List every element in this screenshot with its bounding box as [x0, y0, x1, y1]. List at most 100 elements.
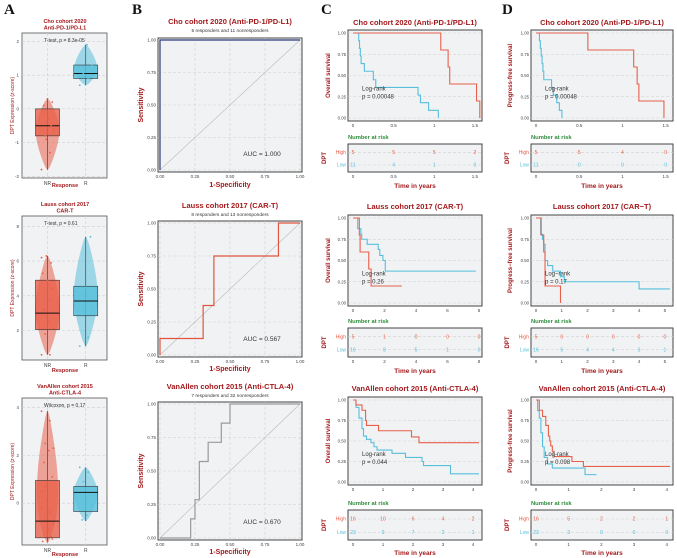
plot-title: VanAllen cohort 2015 (Anti-CTLA-4) [167, 382, 294, 391]
strata-title: DPT [505, 519, 511, 531]
risk-count-high: 4 [442, 517, 445, 523]
data-point [90, 305, 93, 308]
data-point [87, 471, 90, 473]
panel-letter-c: C [321, 2, 332, 18]
risk-x-tick-label: 3 [442, 542, 445, 547]
y-axis-label: DPT Expression (z-score) [10, 77, 16, 134]
roc-panel: Cho cohort 2020 (Anti-PD-1/PD-L1) 5 respo… [138, 17, 305, 189]
plot-area [21, 397, 108, 546]
risk-count-high: 2 [472, 517, 475, 523]
risk-count-low: 9 [382, 530, 385, 536]
plot-subtitle: 5 responders and 11 nonresponders [192, 28, 270, 34]
data-point [47, 528, 50, 531]
x-axis-label: Time in years [394, 550, 436, 557]
risk-count-low: 23 [533, 530, 539, 536]
risk-x-tick-label: 3 [612, 359, 615, 364]
risk-table-header: Number at risk [348, 319, 389, 325]
roc-panel: VanAllen cohort 2015 (Anti-CTLA-4) 7 resp… [138, 382, 305, 556]
data-point [82, 308, 85, 311]
y-tick-label: 0.00 [147, 536, 156, 541]
risk-count-high: 5 [535, 150, 538, 156]
roc-panel: Lauss cohort 2017 (CAR-T) 8 responders an… [138, 201, 305, 373]
data-point [81, 519, 84, 521]
plot-subtitle: Anti-CTLA-4 [49, 391, 82, 397]
strata-label-high: High [336, 334, 347, 340]
y-axis-label: Progress-free survival [508, 43, 514, 107]
data-point [52, 327, 55, 330]
test-annotation: Wilcoxon, p = 0.17 [44, 403, 85, 409]
x-tick-label: 2 [383, 308, 386, 313]
y-tick-label: 0.50 [338, 73, 347, 78]
x-tick-label: 1.00 [296, 542, 305, 547]
y-tick-label: 1.00 [521, 216, 530, 221]
data-point [41, 540, 44, 543]
risk-count-low: 0 [478, 347, 481, 353]
data-point [40, 168, 43, 171]
data-point [43, 308, 45, 311]
risk-count-low: 16 [533, 347, 539, 353]
plot-title: Lauss cohort 2017 [41, 202, 89, 208]
risk-count-low: 1 [433, 163, 436, 169]
data-point [52, 523, 55, 526]
risk-table-header: Number at risk [531, 135, 572, 141]
x-tick-label: 3 [442, 487, 445, 492]
data-point [82, 72, 85, 75]
risk-count-low: 1 [663, 347, 666, 353]
data-point [90, 504, 93, 507]
y-tick-label: 0.25 [147, 502, 156, 507]
logrank-label: Log-rank [545, 452, 570, 458]
panel-letter-b: B [132, 2, 142, 18]
risk-x-tick-label: 0 [352, 542, 355, 547]
x-tick-label: 4 [472, 487, 475, 492]
plot-subtitle: 7 responders and 32 nonresponders [191, 393, 269, 399]
x-tick-label: 0.00 [156, 359, 165, 364]
risk-count-low: 8 [383, 347, 386, 353]
risk-count-high: 10 [380, 517, 386, 523]
risk-table-header: Number at risk [531, 319, 572, 325]
y-tick-label: 0.50 [147, 287, 156, 292]
y-axis-label: Sensitivity [138, 271, 145, 306]
plot-title: Cho cohort 2020 (Anti-PD-1/PD-L1) [540, 18, 664, 27]
risk-x-tick-label: 1.5 [663, 174, 670, 179]
risk-table-header: Number at risk [531, 501, 572, 507]
x-tick-label: 0.25 [191, 174, 200, 179]
risk-count-low: 11 [533, 163, 538, 169]
x-axis-label: Response [52, 368, 78, 374]
x-axis-label: Time in years [394, 183, 436, 190]
x-tick-label: 4 [665, 487, 668, 492]
risk-count-high: 5 [578, 150, 581, 156]
km-panel: VanAllen cohort 2015 (Anti-CTLA-4) 0.00 0.… [505, 384, 674, 557]
risk-x-tick-label: 0 [352, 359, 355, 364]
y-tick-label: 0.75 [147, 70, 156, 75]
data-point [43, 461, 45, 464]
risk-count-high: 0 [446, 334, 449, 340]
data-point [51, 101, 54, 104]
x-tick-label: 2 [586, 308, 589, 313]
risk-count-high: 0 [415, 334, 418, 340]
x-tick-label: 1.5 [472, 123, 479, 128]
risk-x-tick-label: 0 [535, 542, 538, 547]
strata-label-high: High [519, 334, 530, 340]
km-curve-high [536, 32, 665, 118]
x-tick-label: 4 [415, 308, 418, 313]
risk-count-low: 0 [578, 163, 581, 169]
y-axis-label: Sensitivity [138, 87, 145, 122]
y-tick-label: 8 [16, 224, 19, 229]
box-nr [35, 279, 60, 330]
test-annotation: T-test, p = 0.61 [44, 221, 78, 227]
y-axis-label: Progress−free survival [508, 228, 514, 293]
risk-table-header: Number at risk [348, 501, 389, 507]
data-point [52, 447, 55, 450]
data-point [49, 151, 51, 154]
roc-curve [159, 39, 300, 170]
logrank-label: Log−rank [545, 272, 571, 278]
strata-label-high: High [519, 517, 530, 523]
data-point [44, 442, 46, 445]
y-tick-label: 0.25 [521, 459, 530, 464]
diagonal-reference [159, 39, 301, 171]
y-tick-label: 0.00 [338, 116, 347, 121]
y-tick-label: 1.00 [521, 31, 530, 36]
data-point [50, 261, 52, 264]
